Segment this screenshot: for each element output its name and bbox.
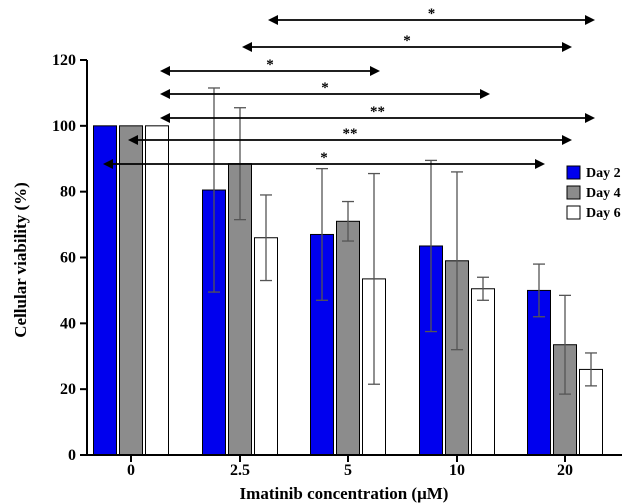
significance-annotations: ********* bbox=[103, 6, 595, 169]
significance-label: ** bbox=[343, 126, 358, 142]
significance-label: * bbox=[428, 6, 436, 22]
bars-layer bbox=[93, 125, 603, 456]
legend: Day 2 Day 4 Day 6 bbox=[566, 165, 621, 221]
significance-label: * bbox=[320, 150, 328, 166]
arrowhead-left-icon bbox=[103, 159, 113, 169]
arrowhead-right-icon bbox=[370, 66, 380, 76]
significance-label: ** bbox=[370, 104, 385, 120]
bar-day-6-0 bbox=[145, 125, 169, 456]
error-bars-layer bbox=[208, 87, 597, 395]
legend-swatch-day-4 bbox=[566, 185, 581, 200]
x-tick-label: 10 bbox=[449, 462, 465, 479]
arrowhead-left-icon bbox=[128, 135, 138, 145]
arrowhead-left-icon bbox=[160, 89, 170, 99]
y-axis-title: Cellular viability (%) bbox=[11, 182, 30, 338]
y-tick-label: 120 bbox=[52, 52, 76, 69]
legend-swatch-day-6 bbox=[566, 205, 581, 220]
y-tick-label: 0 bbox=[68, 447, 76, 464]
y-tick-label: 40 bbox=[60, 315, 76, 332]
bar-day-6-10 bbox=[471, 288, 495, 456]
legend-label-day-6: Day 6 bbox=[586, 206, 621, 221]
arrowhead-left-icon bbox=[160, 113, 170, 123]
significance-label: * bbox=[321, 80, 329, 96]
x-tick-label: 0 bbox=[127, 462, 135, 479]
arrowhead-right-icon bbox=[562, 135, 572, 145]
legend-swatch-day-2 bbox=[566, 165, 581, 180]
arrowhead-right-icon bbox=[480, 89, 490, 99]
x-axis-title: Imatinib concentration (μM) bbox=[240, 484, 449, 503]
y-ticks-layer: 0 20 40 60 80 100 120 bbox=[52, 52, 87, 464]
y-tick-label: 100 bbox=[52, 118, 76, 135]
legend-label-day-4: Day 4 bbox=[586, 186, 621, 201]
bar-day-4-0 bbox=[119, 125, 143, 456]
arrowhead-right-icon bbox=[535, 159, 545, 169]
x-tick-label: 2.5 bbox=[230, 462, 250, 479]
x-ticks-layer: 0 2.5 5 10 20 bbox=[127, 455, 573, 479]
arrowhead-right-icon bbox=[585, 113, 595, 123]
y-tick-label: 60 bbox=[60, 250, 76, 267]
arrowhead-right-icon bbox=[562, 42, 572, 52]
x-tick-label: 20 bbox=[557, 462, 573, 479]
significance-label: * bbox=[403, 33, 411, 49]
arrowhead-left-icon bbox=[268, 15, 278, 25]
x-tick-label: 5 bbox=[344, 462, 352, 479]
y-tick-label: 80 bbox=[60, 184, 76, 201]
bar-day-4-5 bbox=[336, 220, 360, 456]
legend-label-day-2: Day 2 bbox=[586, 166, 621, 181]
arrowhead-left-icon bbox=[242, 42, 252, 52]
y-tick-label: 20 bbox=[60, 381, 76, 398]
significance-label: * bbox=[266, 57, 274, 73]
arrowhead-left-icon bbox=[160, 66, 170, 76]
arrowhead-right-icon bbox=[585, 15, 595, 25]
bar-day-2-0 bbox=[93, 125, 117, 456]
